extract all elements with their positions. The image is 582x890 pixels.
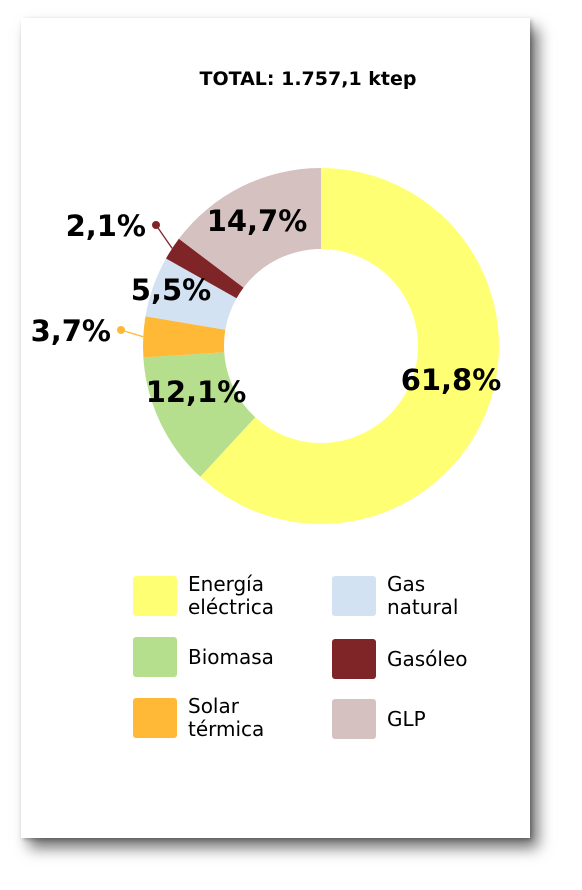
slice-biomasa [143,352,256,477]
legend-label-solar-termica: Solar térmica [188,694,265,741]
leader-dot-gasoleo [152,221,160,229]
data-label-biomasa: 12,1% [146,375,247,409]
legend-item-energia-electrica: Energía eléctrica [133,573,274,619]
legend-item-gas-natural: Gas natural [332,573,458,619]
slice-energia-electrica [200,168,499,524]
legend-label-gasoleo: Gasóleo [387,646,468,671]
legend-label-gas-natural: Gas natural [387,572,459,619]
legend-item-gasoleo: Gasóleo [332,639,468,679]
slice-solar-termica [142,316,226,358]
legend-swatch-solar-termica [133,698,177,738]
legend-item-biomasa: Biomasa [133,637,274,677]
legend-swatch-energia-electrica [133,576,177,616]
legend-label-biomasa: Biomasa [188,644,274,669]
data-label-glp: 14,7% [207,204,308,238]
data-label-gas-natural: 5,5% [131,273,211,307]
slice-gasoleo [166,238,244,299]
legend-swatch-gasoleo [332,639,376,679]
slice-glp [178,168,321,288]
leader-line-gasoleo [155,224,173,249]
legend-label-glp: GLP [387,706,426,731]
data-label-gasoleo: 2,1% [66,209,146,243]
legend-item-solar-termica: Solar térmica [133,695,264,741]
leader-dot-solar-termica [117,326,125,334]
data-label-solar-termica: 3,7% [31,314,111,348]
data-label-energia-electrica: 61,8% [401,363,502,397]
legend-swatch-gas-natural [332,576,376,616]
legend-item-glp: GLP [332,699,426,739]
chart-title: TOTAL: 1.757,1 ktep [199,68,417,90]
legend-swatch-glp [332,699,376,739]
legend-swatch-biomasa [133,637,177,677]
legend-label-energia-electrica: Energía eléctrica [188,572,275,619]
slice-gas-natural [145,258,237,330]
